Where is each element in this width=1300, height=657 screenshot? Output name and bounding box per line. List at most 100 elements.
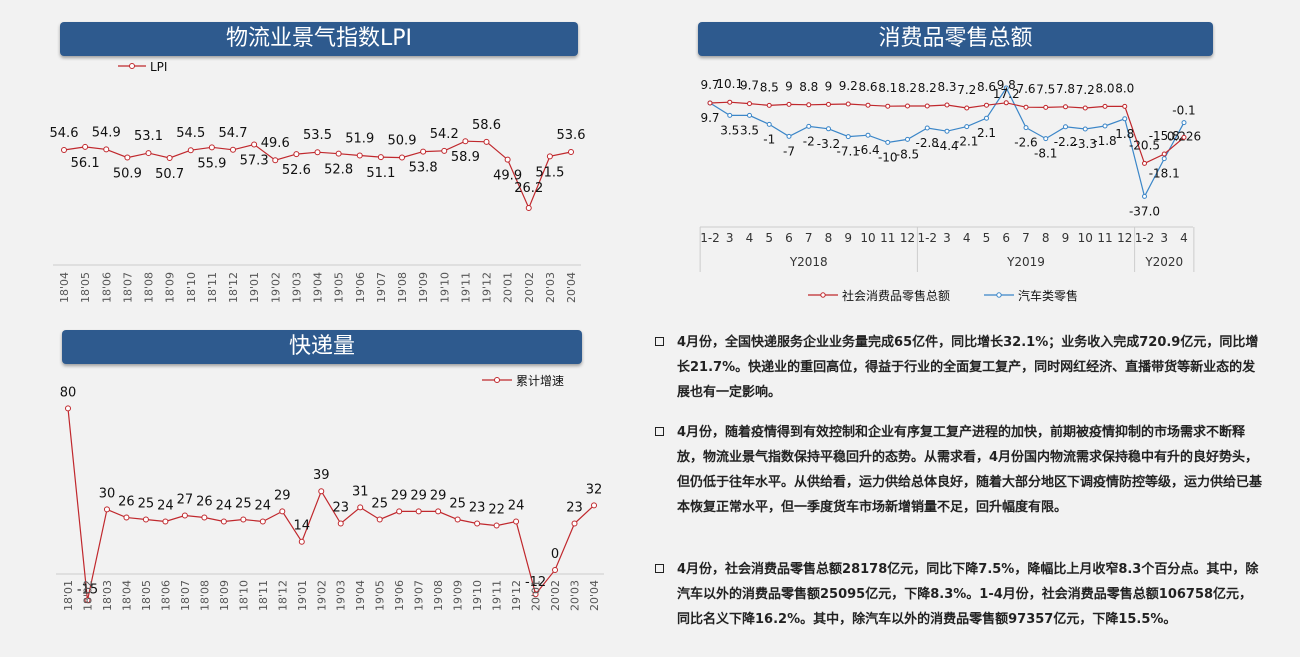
express-data-label: 32 [586, 482, 603, 497]
retail-x-tick: 3 [943, 231, 951, 245]
legend-label-retail: 社会消费品零售总额 [842, 288, 950, 303]
lpi-x-tick: 18'06 [100, 272, 113, 303]
lpi-data-label: 51.5 [535, 165, 564, 180]
express-data-label: 14 [294, 519, 311, 534]
lpi-x-tick: 19'09 [417, 272, 430, 303]
auto-data-label: -18.1 [1149, 167, 1180, 181]
express-data-label: 23 [469, 501, 486, 516]
auto-data-label: -7 [783, 144, 795, 158]
express-x-tick: 19'11 [491, 580, 504, 611]
express-series-line [67, 408, 595, 601]
express-point [84, 597, 91, 604]
express-point [103, 506, 110, 513]
year-group-label: Y2018 [789, 255, 828, 269]
retail-data-label: 7.6 [1016, 82, 1035, 96]
auto-data-label: -7.1 [837, 145, 860, 159]
lpi-x-tick: 19'02 [269, 272, 282, 303]
retail-x-tick: 10 [1078, 231, 1093, 245]
lpi-data-label: 53.6 [557, 128, 586, 143]
retail-data-label: -0.1 [1172, 103, 1195, 117]
express-x-tick: 18'01 [62, 580, 75, 611]
lpi-x-tick: 18'11 [206, 272, 219, 303]
retail-point [924, 103, 930, 109]
retail-x-tick: 3 [726, 231, 734, 245]
auto-point [1043, 136, 1049, 142]
lpi-x-tick: 18'07 [121, 272, 134, 303]
express-data-label: 25 [371, 497, 388, 512]
lpi-x-tick: 19'06 [354, 272, 367, 303]
express-point [162, 518, 169, 525]
lpi-data-label: 52.6 [282, 163, 311, 178]
lpi-data-label: 50.9 [113, 167, 142, 182]
lpi-point [124, 154, 131, 161]
express-data-label: 24 [216, 499, 233, 514]
auto-point [865, 132, 871, 138]
auto-data-label: -2.2 [1054, 135, 1077, 149]
express-x-tick: 19'05 [374, 580, 387, 611]
express-point [376, 516, 383, 523]
express-x-tick: 18'07 [179, 580, 192, 611]
express-point [571, 520, 578, 527]
retail-point [707, 100, 713, 106]
express-panel-title: 快递量 [62, 330, 582, 364]
lpi-point [293, 151, 300, 158]
auto-point [1082, 126, 1088, 132]
auto-data-label: 3.5 [720, 123, 739, 137]
retail-data-label: 9 [785, 79, 793, 93]
express-data-label: 39 [313, 468, 330, 483]
retail-data-label: 8.2 [918, 81, 937, 95]
lpi-x-tick: 18'10 [185, 272, 198, 303]
express-x-tick: 18'08 [198, 580, 211, 611]
retail-x-tick: 1-2 [700, 231, 720, 245]
lpi-point [462, 138, 469, 145]
lpi-x-tick: 20'04 [565, 272, 578, 303]
retail-point [944, 102, 950, 108]
lpi-data-label: 54.5 [176, 126, 205, 141]
retail-point [1122, 103, 1128, 109]
retail-data-label: 9.7 [740, 79, 759, 93]
lpi-point [208, 144, 215, 151]
bullet-express: 4月份，全国快递服务企业业务量完成65亿件，同比增长32.1%；业务收入完成72… [655, 330, 1265, 405]
bullet-square-icon [655, 564, 664, 573]
lpi-point [314, 149, 321, 156]
bullet-square-icon [655, 337, 664, 346]
retail-x-tick: 7 [1022, 231, 1030, 245]
lpi-x-tick: 19'08 [396, 272, 409, 303]
express-data-label: 29 [430, 488, 447, 503]
express-x-tick: 19'06 [393, 580, 406, 611]
retail-point [806, 102, 812, 108]
express-x-tick: 19'10 [471, 580, 484, 611]
express-x-tick: 18'02 [81, 580, 94, 611]
retail-x-tick: 9 [844, 231, 852, 245]
express-data-label: 22 [488, 503, 505, 518]
lpi-data-label: 57.3 [240, 153, 269, 168]
retail-data-label: 10.1 [716, 77, 743, 91]
express-data-label: 24 [508, 499, 525, 514]
retail-x-tick: 7 [805, 231, 813, 245]
lpi-point [441, 147, 448, 154]
lpi-point [420, 148, 427, 155]
auto-point [885, 139, 891, 145]
express-point [240, 516, 247, 523]
auto-point [1181, 120, 1187, 126]
legend-label-express: 累计增速 [516, 374, 564, 388]
express-x-tick: 18'12 [276, 580, 289, 611]
lpi-point [356, 152, 363, 159]
lpi-point [483, 138, 490, 145]
auto-data-label: -3.2 [817, 137, 840, 151]
auto-data-label: -2 [803, 134, 815, 148]
express-data-label: 29 [410, 488, 427, 503]
express-point [318, 488, 325, 495]
express-x-tick: 19'01 [296, 580, 309, 611]
retail-point [1082, 105, 1088, 111]
express-x-tick: 18'04 [120, 580, 133, 611]
retail-x-tick: 4 [746, 231, 754, 245]
retail-data-label: -15.8 [1149, 129, 1180, 143]
retail-point [766, 102, 772, 108]
lpi-line-chart: LPI 54.6 56.1 54.9 50.9 53.1 50.7 54.5 55.9 54.7 5… [50, 60, 586, 303]
retail-point [1142, 160, 1147, 166]
retail-point [1043, 104, 1049, 110]
legend-label-lpi: LPI [150, 60, 167, 74]
retail-x-tick: 9 [1062, 231, 1070, 245]
auto-point [1122, 116, 1128, 122]
